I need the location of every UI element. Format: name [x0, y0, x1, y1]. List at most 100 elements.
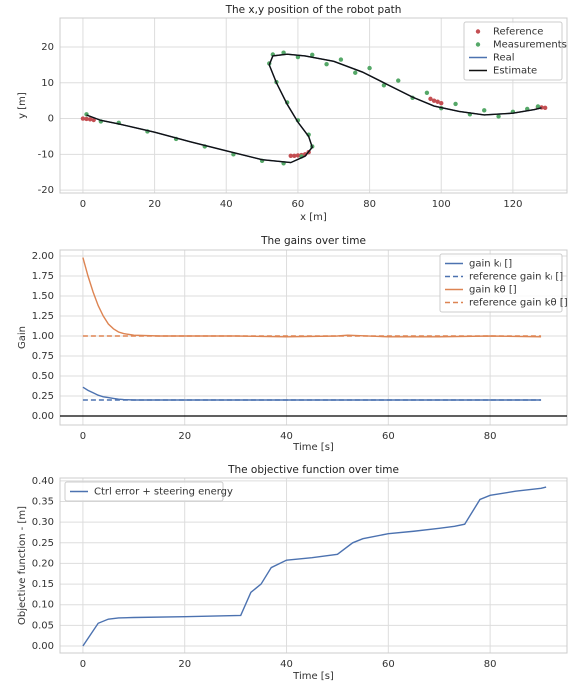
point [439, 100, 444, 106]
y-axis-label: Gain [17, 326, 28, 349]
point [381, 83, 387, 88]
x-axis-label: Time [s] [292, 442, 334, 453]
y-tick-label: -10 [38, 149, 54, 160]
point [542, 105, 548, 111]
y-tick-label: 0.35 [32, 497, 54, 508]
point [535, 104, 541, 109]
subplot: The gains over time 0 20 40 60 80 0.00 0.25 0.50… [17, 235, 568, 453]
point [496, 114, 501, 119]
legend: Ctrl error + steering energy [64, 481, 233, 502]
point [324, 61, 329, 67]
plot-frame [59, 17, 568, 194]
x-tick-label: 80 [484, 431, 497, 442]
point [292, 153, 297, 158]
legend: gain kₗ [] reference gain kₗ [] gain kθ []… [439, 253, 568, 313]
legend-label: reference gain kₗ [] [469, 272, 563, 283]
y-tick-label: 20 [41, 42, 54, 53]
x-tick-label: 20 [178, 431, 191, 442]
y-tick-label: 0 [48, 114, 54, 125]
x-tick-label: 80 [484, 659, 497, 670]
x-tick-label: 60 [292, 199, 305, 210]
legend-label: Ctrl error + steering energy [94, 487, 233, 498]
legend-label: Measurements [493, 40, 567, 51]
point [424, 90, 430, 95]
subplot: The objective function over time 0 20 40 60 8… [17, 464, 568, 682]
series-line [82, 486, 547, 647]
x-tick-label: 60 [382, 431, 395, 442]
x-axis-label: x [m] [300, 212, 327, 223]
point [80, 116, 86, 121]
y-tick-label: 0.75 [32, 351, 54, 362]
x-tick-label: 20 [148, 199, 161, 210]
legend-label: Real [493, 53, 515, 64]
point [482, 108, 487, 113]
legend-box [463, 21, 563, 81]
legend-label: gain kₗ [] [469, 259, 512, 270]
chart-title: The gains over time [260, 235, 366, 247]
chart-title: The objective function over time [227, 464, 399, 476]
y-tick-label: 0.40 [32, 476, 54, 487]
point [431, 98, 437, 103]
plot-frame [59, 477, 568, 654]
y-tick-label: -20 [38, 185, 54, 196]
y-tick-label: 0.30 [32, 517, 54, 528]
x-tick-label: 80 [363, 199, 376, 210]
y-tick-label: 1.25 [32, 311, 54, 322]
point [295, 153, 301, 158]
y-tick-label: 0.00 [32, 641, 54, 652]
y-tick-label: 0.15 [32, 579, 54, 590]
x-tick-label: 100 [432, 199, 451, 210]
point [435, 99, 440, 104]
y-tick-label: 1.75 [32, 271, 54, 282]
chart-title: The x,y position of the robot path [225, 4, 402, 16]
legend-label: reference gain kθ [] [469, 298, 568, 309]
point [288, 153, 293, 158]
point [87, 117, 93, 122]
point [453, 101, 458, 107]
y-tick-label: 1.00 [32, 331, 54, 342]
x-tick-label: 60 [382, 659, 395, 670]
subplot: The x,y position of the robot path 0 20 40 6… [17, 4, 568, 223]
y-tick-label: 0.50 [32, 371, 54, 382]
x-tick-label: 40 [220, 199, 233, 210]
legend-label: Estimate [493, 66, 537, 77]
legend-label: Reference [493, 27, 543, 38]
x-tick-label: 0 [80, 659, 86, 670]
x-tick-label: 20 [178, 659, 191, 670]
x-axis-label: Time [s] [292, 671, 334, 682]
y-tick-label: 0.25 [32, 538, 54, 549]
y-tick-label: 0.10 [32, 600, 54, 611]
plot-frame [59, 249, 568, 426]
legend-swatch [475, 42, 481, 47]
y-tick-label: 0.05 [32, 620, 54, 631]
point [338, 57, 344, 62]
point [396, 78, 401, 83]
x-tick-label: 120 [503, 199, 522, 210]
point [428, 96, 433, 102]
series-line [82, 386, 542, 401]
y-tick-label: 2.00 [32, 251, 54, 262]
legend-box [64, 481, 224, 502]
y-tick-label: 0.20 [32, 558, 54, 569]
point [91, 117, 96, 123]
series-line [86, 53, 542, 164]
legend-label: gain kθ [] [469, 285, 517, 296]
point [367, 65, 372, 71]
point [84, 116, 89, 122]
y-axis-label: y [m] [17, 92, 28, 119]
x-tick-label: 40 [280, 431, 293, 442]
x-tick-label: 0 [80, 431, 86, 442]
x-tick-label: 40 [280, 659, 293, 670]
y-tick-label: 0.25 [32, 391, 54, 402]
legend-swatch [475, 29, 481, 34]
y-tick-label: 1.50 [32, 291, 54, 302]
point [353, 70, 358, 75]
y-tick-label: 10 [41, 78, 54, 89]
x-tick-label: 0 [80, 199, 86, 210]
legend-box [439, 253, 563, 313]
point [310, 52, 315, 58]
y-tick-label: 0.00 [32, 411, 54, 422]
legend: Reference Measurements Real Estimate [463, 21, 567, 81]
y-axis-label: Objective function - [m] [17, 506, 28, 625]
